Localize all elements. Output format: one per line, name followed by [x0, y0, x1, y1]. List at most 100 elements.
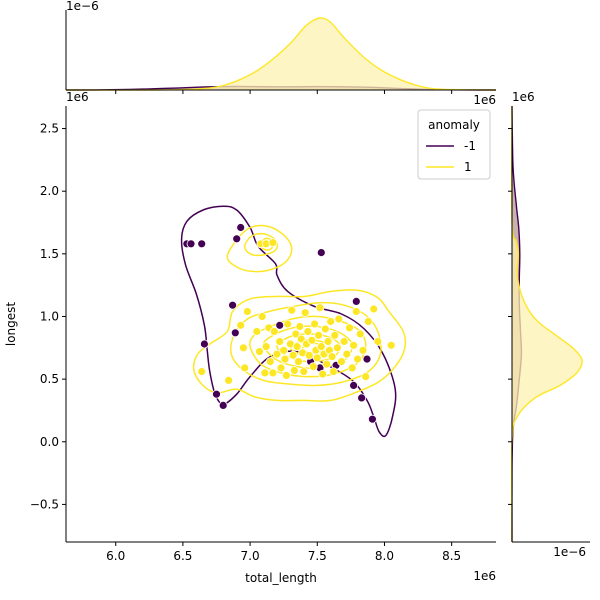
scatter-point-1: [326, 317, 336, 326]
x-tick-label: 8.5: [442, 549, 461, 563]
right-marginal-offset-label: 1e−6: [553, 545, 586, 559]
y-tick-label: 1.0: [40, 309, 59, 323]
top-marginal-line-1: [65, 17, 497, 91]
top-marginal-ticks: [115, 90, 453, 94]
scatter-point-1: [353, 354, 363, 364]
legend: anomaly -1 1: [417, 109, 491, 180]
scatter-point-1: [269, 327, 279, 336]
scatter-point-1: [300, 308, 310, 318]
right-marginal-line-1: [510, 105, 583, 543]
scatter-point-1: [236, 320, 246, 330]
scatter-point-1: [337, 357, 346, 367]
top-marginal-x-offset-label: 1e6: [473, 93, 496, 107]
y-offset-label: 1e6: [66, 90, 89, 104]
y-tick-label: −0.5: [30, 497, 59, 511]
scatter-point-1: [257, 312, 267, 321]
scatter-point-1: [330, 330, 340, 340]
top-marginal-offset-label: 1e−6: [66, 0, 99, 13]
scatter-point-1: [303, 327, 313, 336]
scatter-point-neg1: [357, 393, 367, 403]
scatter-point-1: [265, 357, 275, 367]
scatter-point-1: [296, 334, 306, 344]
scatter-point-neg1: [232, 234, 242, 244]
y-tick-label: 0.0: [40, 435, 59, 449]
scatter-point-neg1: [351, 296, 361, 306]
x-tick-label: 6.5: [173, 549, 192, 563]
scatter-point-1: [275, 337, 285, 346]
scatter-point-1: [358, 345, 368, 355]
scatter-point-1: [322, 359, 332, 369]
legend-label-neg1: -1: [464, 139, 476, 153]
scatter-point-1: [312, 353, 322, 363]
x-tick-label: 7.5: [308, 549, 327, 563]
scatter-point-1: [310, 319, 320, 329]
y-axis-ticks: −0.5 0.0 0.5 1.0 1.5 2.0 2.5: [30, 122, 66, 511]
scatter-point-1: [373, 337, 383, 346]
scatter-point-neg1: [197, 239, 207, 249]
scatter-point-1: [355, 329, 365, 339]
x-offset-label: 1e6: [473, 569, 496, 583]
scatter-point-1: [386, 340, 396, 350]
main-scatter-plot: 6.0 6.5 7.0 7.5 8.0 8.5 −0.5 0.0 0.5 1.0 1.5 2.0 2.…: [4, 90, 496, 585]
scatter-point-1: [291, 329, 301, 339]
scatter-point-1: [320, 324, 330, 334]
scatter-point-1: [280, 354, 290, 364]
right-marginal-curves: [510, 105, 583, 543]
scatter-point-1: [283, 319, 293, 329]
scatter-point-1: [224, 375, 234, 385]
x-axis-ticks: 6.0 6.5 7.0 7.5 8.0 8.5: [106, 542, 461, 563]
x-tick-label: 7.0: [241, 549, 260, 563]
scatter-point-1: [334, 314, 344, 324]
scatter-point-neg1: [230, 328, 240, 338]
scatter-point-neg1: [199, 339, 209, 349]
scatter-point-1: [289, 365, 299, 375]
scatter-point-1: [315, 303, 325, 313]
top-marginal-kde: 1e−6 1e6: [65, 0, 497, 107]
right-marginal-ticks: [508, 128, 512, 505]
y-tick-label: 0.5: [40, 372, 59, 386]
scatter-point-1: [327, 352, 337, 362]
scatter-point-1: [276, 363, 286, 373]
kde-contour-1-3: [192, 289, 407, 402]
scatter-point-1: [279, 345, 289, 355]
top-marginal-curves: [65, 17, 497, 91]
scatter-point-1: [268, 368, 278, 378]
scatter-point-1: [318, 369, 328, 379]
scatter-point-1: [252, 327, 262, 336]
scatter-point-1: [316, 342, 326, 352]
scatter-point-1: [260, 368, 270, 378]
scatter-point-neg1: [212, 389, 221, 399]
scatter-point-1: [339, 337, 349, 346]
x-tick-label: 8.0: [375, 549, 394, 563]
scatter-point-1: [288, 350, 298, 360]
scatter-point-1: [307, 335, 317, 345]
scatter-point-1: [323, 337, 333, 346]
scatter-point-1: [255, 347, 264, 357]
scatter-point-1: [363, 317, 373, 326]
scatter-point-neg1: [362, 354, 372, 364]
scatter-point-neg1: [186, 239, 196, 249]
x-axis-label: total_length: [245, 571, 317, 585]
kde-contour-1-1: [243, 232, 278, 257]
scatter-point-1: [351, 307, 361, 316]
scatter-point-neg1: [367, 414, 377, 424]
scatter-point-1: [328, 367, 338, 377]
kde-contour-1-0: [226, 224, 293, 273]
legend-box: [417, 109, 491, 180]
scatter-points: [182, 223, 396, 424]
scatter-point-1: [314, 330, 324, 340]
scatter-point-1: [292, 342, 302, 352]
scatter-point-1: [332, 343, 342, 353]
scatter-point-1: [242, 307, 252, 316]
scatter-point-neg1: [349, 380, 359, 390]
scatter-point-1: [238, 343, 248, 353]
legend-title: anomaly: [428, 118, 480, 132]
scatter-point-1: [268, 238, 278, 248]
scatter-point-neg1: [316, 248, 326, 258]
y-axis-label: longest: [4, 302, 18, 347]
scatter-point-1: [295, 322, 305, 331]
right-marginal-y-offset-label: 1e6: [512, 90, 535, 104]
y-tick-label: 2.0: [40, 184, 59, 198]
scatter-point-neg1: [218, 400, 228, 410]
